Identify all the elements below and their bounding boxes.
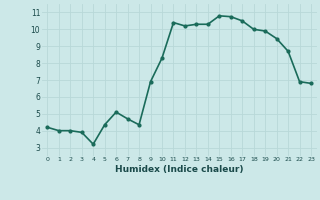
X-axis label: Humidex (Indice chaleur): Humidex (Indice chaleur) — [115, 165, 244, 174]
